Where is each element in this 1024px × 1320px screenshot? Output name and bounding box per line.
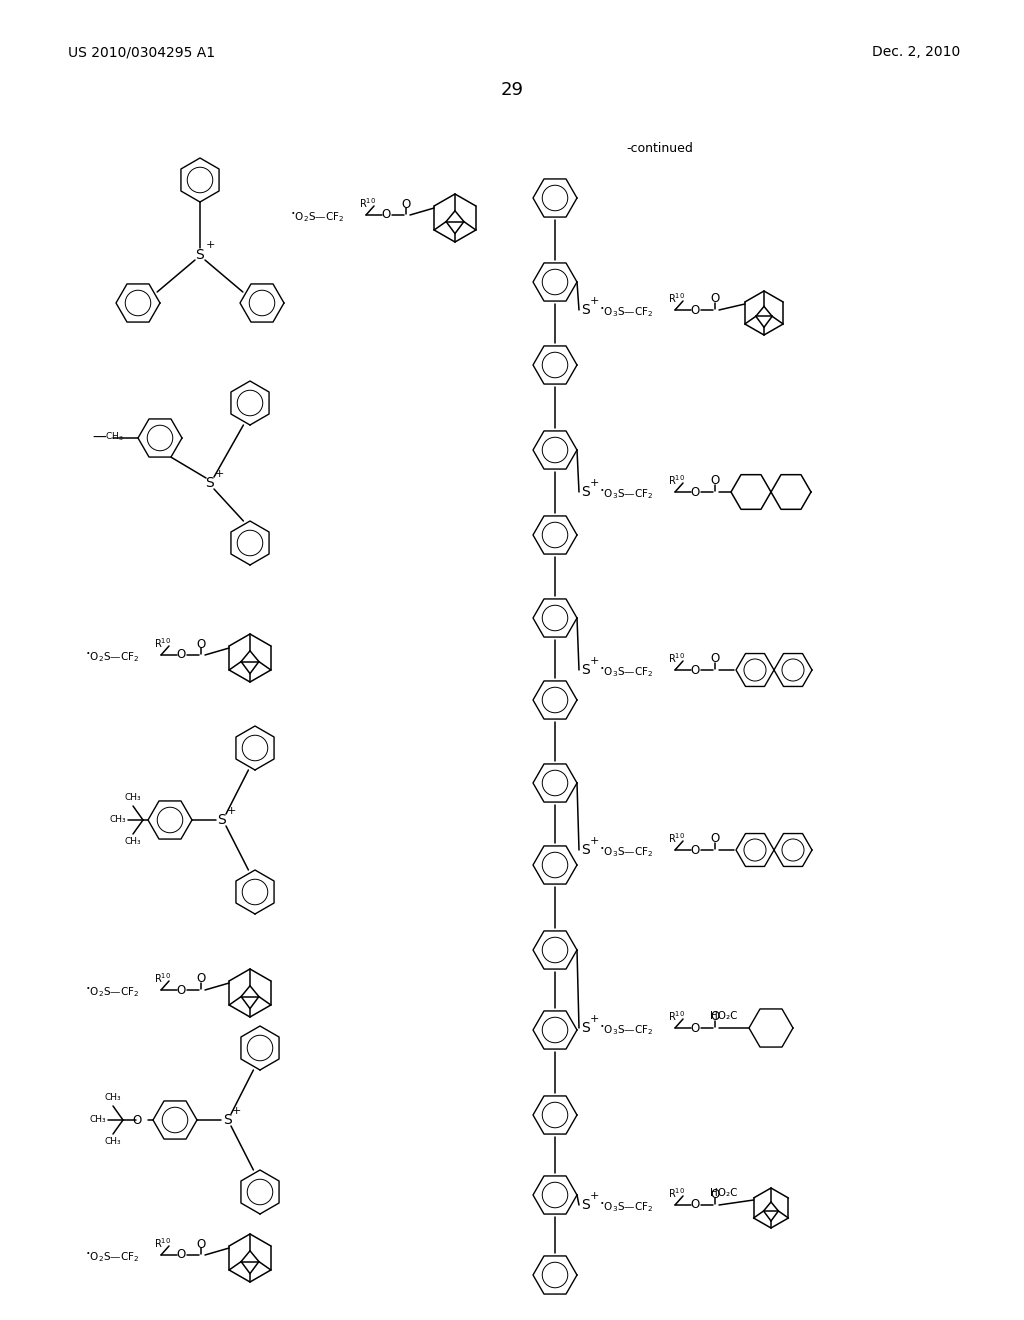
Text: S: S [222, 1113, 231, 1127]
Text: $^{\bullet}$O$_3$S—CF$_2$: $^{\bullet}$O$_3$S—CF$_2$ [599, 305, 653, 319]
Text: O: O [197, 1238, 206, 1250]
Text: S: S [206, 477, 214, 490]
Text: $^{\bullet}$O$_2$S—CF$_2$: $^{\bullet}$O$_2$S—CF$_2$ [85, 985, 139, 999]
Text: O: O [711, 293, 720, 305]
Text: $^{\bullet}$O$_2$S—CF$_2$: $^{\bullet}$O$_2$S—CF$_2$ [85, 651, 139, 664]
Text: +: + [231, 1106, 241, 1115]
Text: $^{\bullet}$O$_2$S—CF$_2$: $^{\bullet}$O$_2$S—CF$_2$ [85, 1250, 139, 1265]
Text: Dec. 2, 2010: Dec. 2, 2010 [871, 45, 961, 59]
Text: +: + [214, 469, 223, 479]
Text: R$^{10}$: R$^{10}$ [155, 636, 172, 649]
Text: O: O [690, 304, 699, 317]
Text: S: S [581, 1199, 590, 1212]
Text: O: O [711, 474, 720, 487]
Text: HO₂C: HO₂C [711, 1011, 737, 1020]
Text: R$^{10}$: R$^{10}$ [669, 1187, 685, 1200]
Text: +: + [590, 478, 599, 488]
Text: $^{\bullet}$O$_3$S—CF$_2$: $^{\bullet}$O$_3$S—CF$_2$ [599, 1200, 653, 1214]
Text: R$^{10}$: R$^{10}$ [669, 1008, 685, 1023]
Text: CH$_3$: CH$_3$ [105, 430, 124, 444]
Text: O: O [690, 486, 699, 499]
Text: R$^{10}$: R$^{10}$ [155, 972, 172, 985]
Text: O: O [690, 1199, 699, 1212]
Text: +: + [590, 1014, 599, 1024]
Text: O: O [711, 833, 720, 846]
Text: CH₃: CH₃ [104, 1093, 121, 1102]
Text: R$^{10}$: R$^{10}$ [669, 473, 685, 487]
Text: CH₃: CH₃ [125, 793, 141, 803]
Text: +: + [226, 807, 236, 816]
Text: O: O [711, 1188, 720, 1200]
Text: $^{\bullet}$O$_3$S—CF$_2$: $^{\bullet}$O$_3$S—CF$_2$ [599, 487, 653, 500]
Text: —: — [92, 432, 106, 445]
Text: CH₃: CH₃ [125, 837, 141, 846]
Text: S: S [196, 248, 205, 261]
Text: CH₃: CH₃ [104, 1138, 121, 1147]
Text: S: S [581, 484, 590, 499]
Text: O: O [176, 1249, 185, 1262]
Text: S: S [581, 1020, 590, 1035]
Text: S: S [581, 663, 590, 677]
Text: R$^{10}$: R$^{10}$ [359, 197, 377, 210]
Text: US 2010/0304295 A1: US 2010/0304295 A1 [68, 45, 215, 59]
Text: 29: 29 [501, 81, 523, 99]
Text: +: + [206, 240, 215, 249]
Text: $^{\bullet}$O$_2$S—CF$_2$: $^{\bullet}$O$_2$S—CF$_2$ [290, 210, 344, 224]
Text: $^{\bullet}$O$_3$S—CF$_2$: $^{\bullet}$O$_3$S—CF$_2$ [599, 845, 653, 859]
Text: $^{\bullet}$O$_3$S—CF$_2$: $^{\bullet}$O$_3$S—CF$_2$ [599, 1023, 653, 1038]
Text: O: O [381, 209, 390, 222]
Text: +: + [590, 1191, 599, 1201]
Text: O: O [690, 1022, 699, 1035]
Text: S: S [218, 813, 226, 828]
Text: R$^{10}$: R$^{10}$ [669, 832, 685, 845]
Text: CH₃: CH₃ [110, 816, 126, 825]
Text: $^{\bullet}$O$_3$S—CF$_2$: $^{\bullet}$O$_3$S—CF$_2$ [599, 665, 653, 678]
Text: R$^{10}$: R$^{10}$ [669, 292, 685, 305]
Text: O: O [690, 664, 699, 676]
Text: HO₂C: HO₂C [711, 1188, 737, 1199]
Text: O: O [197, 638, 206, 651]
Text: +: + [590, 296, 599, 306]
Text: +: + [590, 836, 599, 846]
Text: S: S [581, 304, 590, 317]
Text: R$^{10}$: R$^{10}$ [155, 1236, 172, 1250]
Text: CH₃: CH₃ [90, 1115, 106, 1125]
Text: O: O [197, 973, 206, 986]
Text: O: O [176, 983, 185, 997]
Text: O: O [690, 843, 699, 857]
Text: -continued: -continued [627, 141, 693, 154]
Text: O: O [133, 1114, 142, 1126]
Text: O: O [711, 652, 720, 665]
Text: O: O [401, 198, 411, 210]
Text: O: O [711, 1011, 720, 1023]
Text: S: S [581, 843, 590, 857]
Text: +: + [590, 656, 599, 667]
Text: O: O [176, 648, 185, 661]
Text: R$^{10}$: R$^{10}$ [669, 651, 685, 665]
